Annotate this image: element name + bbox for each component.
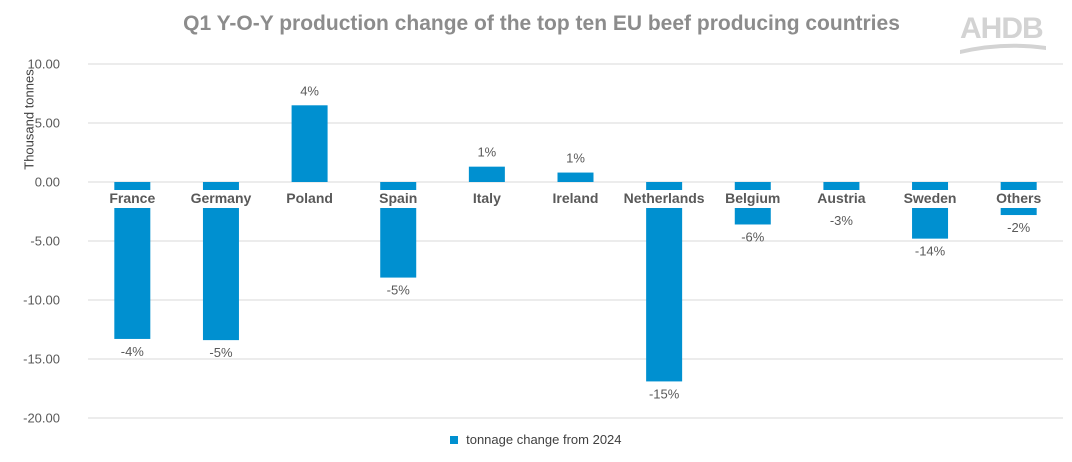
data-label: -5% xyxy=(209,345,233,360)
data-label: 1% xyxy=(566,151,585,166)
category-label-bg xyxy=(374,190,422,208)
y-tick-label: -5.00 xyxy=(30,234,60,249)
category-label: Spain xyxy=(379,190,417,206)
y-axis-label-wrap: Thousand tonnes xyxy=(18,60,40,180)
bar xyxy=(468,166,505,182)
data-label: -15% xyxy=(649,386,680,401)
category-label-bg xyxy=(721,190,785,208)
legend: tonnage change from 2024 xyxy=(0,432,1072,447)
data-label: -3% xyxy=(830,213,854,228)
data-label: -5% xyxy=(387,283,411,298)
ahdb-logo: AHDB xyxy=(960,12,1046,54)
legend-swatch xyxy=(450,436,459,444)
bar xyxy=(291,105,328,182)
data-label: -14% xyxy=(915,244,946,259)
data-label: 1% xyxy=(477,145,496,160)
category-label-bg xyxy=(463,190,511,208)
bar xyxy=(823,182,860,192)
category-label: France xyxy=(109,190,155,206)
y-tick-label: 10.00 xyxy=(27,57,60,72)
bar xyxy=(557,172,594,182)
category-label: Poland xyxy=(286,190,333,206)
legend-label: tonnage change from 2024 xyxy=(466,432,622,447)
category-label-bg xyxy=(281,190,338,208)
bar xyxy=(114,182,151,339)
category-label-bg xyxy=(543,190,608,208)
category-label: Netherlands xyxy=(624,190,705,206)
y-tick-label: 5.00 xyxy=(35,116,60,131)
y-tick-label: -20.00 xyxy=(23,411,60,426)
chart-title: Q1 Y-O-Y production change of the top te… xyxy=(183,12,900,35)
category-label-bg xyxy=(189,190,253,208)
category-label-bg xyxy=(902,190,958,208)
category-label-bg xyxy=(104,190,160,208)
category-label: Sweden xyxy=(904,190,957,206)
category-label-bg xyxy=(616,190,713,208)
category-label-bg xyxy=(809,190,874,208)
category-label: Belgium xyxy=(725,190,780,206)
y-tick-label: -15.00 xyxy=(23,352,60,367)
y-tick-label: 0.00 xyxy=(35,175,60,190)
bar xyxy=(202,182,239,341)
category-label: Ireland xyxy=(553,190,599,206)
y-tick-label: -10.00 xyxy=(23,293,60,308)
svg-text:AHDB: AHDB xyxy=(960,12,1043,45)
category-label-bg xyxy=(991,190,1047,208)
data-label: -2% xyxy=(1007,220,1031,235)
category-label: Italy xyxy=(473,190,501,206)
category-label: Others xyxy=(996,190,1041,206)
data-label: -6% xyxy=(741,229,765,244)
bar xyxy=(646,182,683,382)
data-label: -4% xyxy=(121,344,145,359)
data-label: 4% xyxy=(300,83,319,98)
y-axis-label: Thousand tonnes xyxy=(21,69,37,170)
category-label: Austria xyxy=(817,190,865,206)
category-label: Germany xyxy=(191,190,252,206)
